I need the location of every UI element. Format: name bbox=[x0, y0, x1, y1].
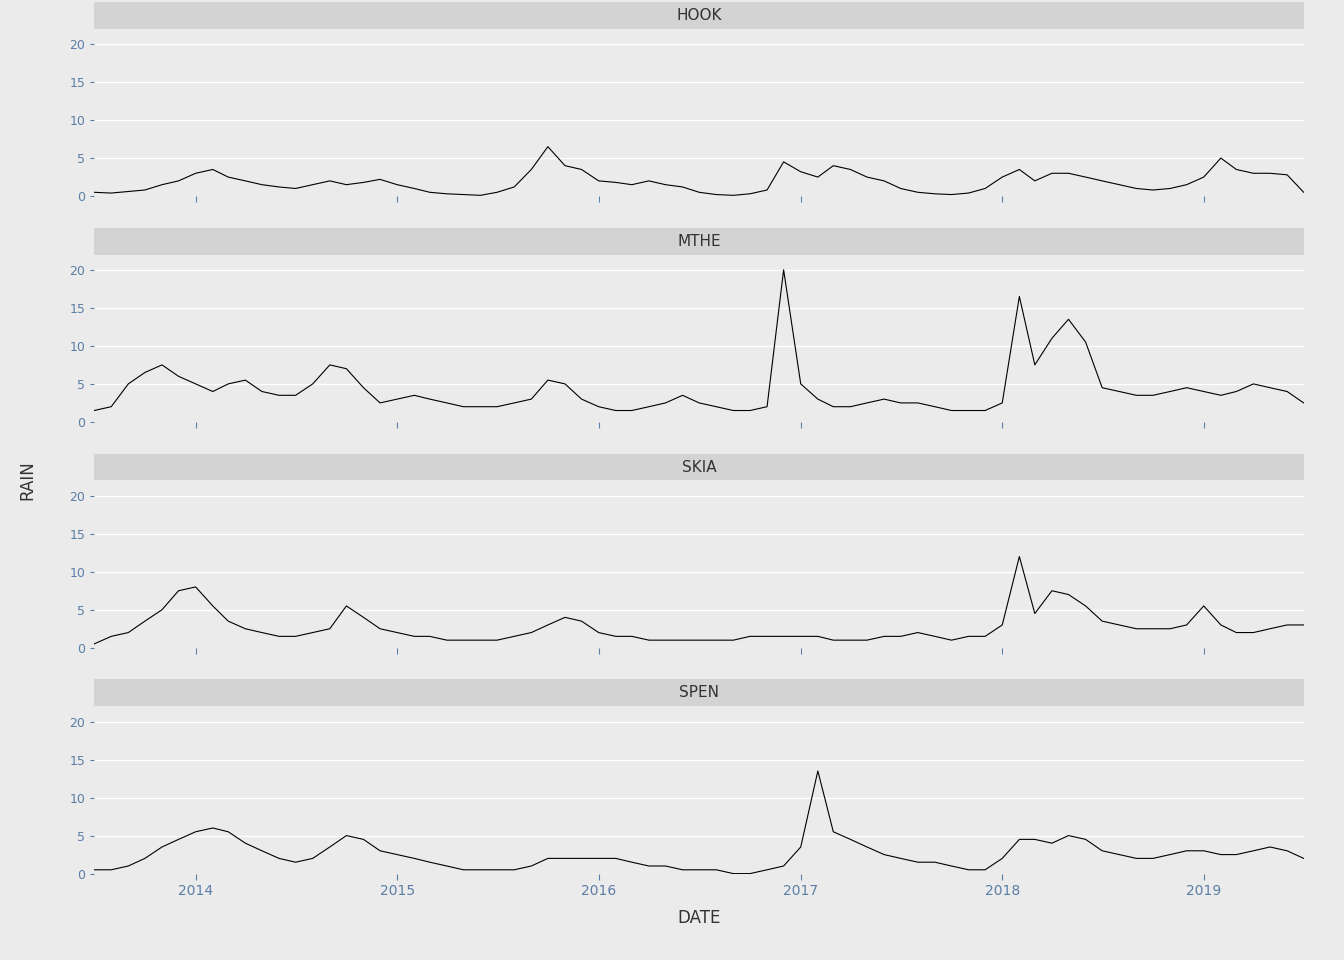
Text: SKIA: SKIA bbox=[681, 460, 716, 474]
X-axis label: DATE: DATE bbox=[677, 909, 720, 927]
Text: RAIN: RAIN bbox=[17, 460, 36, 500]
Text: SPEN: SPEN bbox=[679, 685, 719, 701]
Text: HOOK: HOOK bbox=[676, 8, 722, 23]
Text: MTHE: MTHE bbox=[677, 233, 720, 249]
